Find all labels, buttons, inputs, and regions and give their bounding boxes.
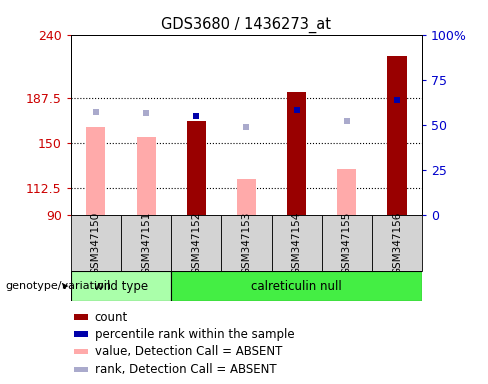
Bar <box>237 179 256 215</box>
Bar <box>121 215 171 271</box>
Text: value, Detection Call = ABSENT: value, Detection Call = ABSENT <box>95 345 282 358</box>
Bar <box>222 215 271 271</box>
Bar <box>74 349 88 354</box>
Text: GSM347152: GSM347152 <box>191 211 201 275</box>
Text: genotype/variation: genotype/variation <box>5 281 111 291</box>
Text: wild type: wild type <box>94 280 148 293</box>
Text: percentile rank within the sample: percentile rank within the sample <box>95 328 294 341</box>
Bar <box>171 215 222 271</box>
Bar <box>372 215 422 271</box>
Bar <box>387 56 407 215</box>
Text: GSM347155: GSM347155 <box>342 211 352 275</box>
Bar <box>337 169 356 215</box>
Bar <box>137 137 156 215</box>
Bar <box>187 121 206 215</box>
Bar <box>74 331 88 337</box>
Bar <box>74 367 88 372</box>
Text: GSM347150: GSM347150 <box>91 211 101 275</box>
Text: GSM347154: GSM347154 <box>292 211 302 275</box>
Text: count: count <box>95 311 128 324</box>
Title: GDS3680 / 1436273_at: GDS3680 / 1436273_at <box>162 17 331 33</box>
Bar <box>74 314 88 320</box>
Bar <box>271 215 322 271</box>
Bar <box>71 271 171 301</box>
Bar <box>322 215 372 271</box>
Bar <box>171 271 422 301</box>
Text: GSM347156: GSM347156 <box>392 211 402 275</box>
Bar <box>86 127 105 215</box>
Bar <box>71 215 121 271</box>
Text: calreticulin null: calreticulin null <box>251 280 342 293</box>
Text: GSM347151: GSM347151 <box>141 211 151 275</box>
Text: GSM347153: GSM347153 <box>242 211 251 275</box>
Text: rank, Detection Call = ABSENT: rank, Detection Call = ABSENT <box>95 363 277 376</box>
Bar <box>287 92 306 215</box>
